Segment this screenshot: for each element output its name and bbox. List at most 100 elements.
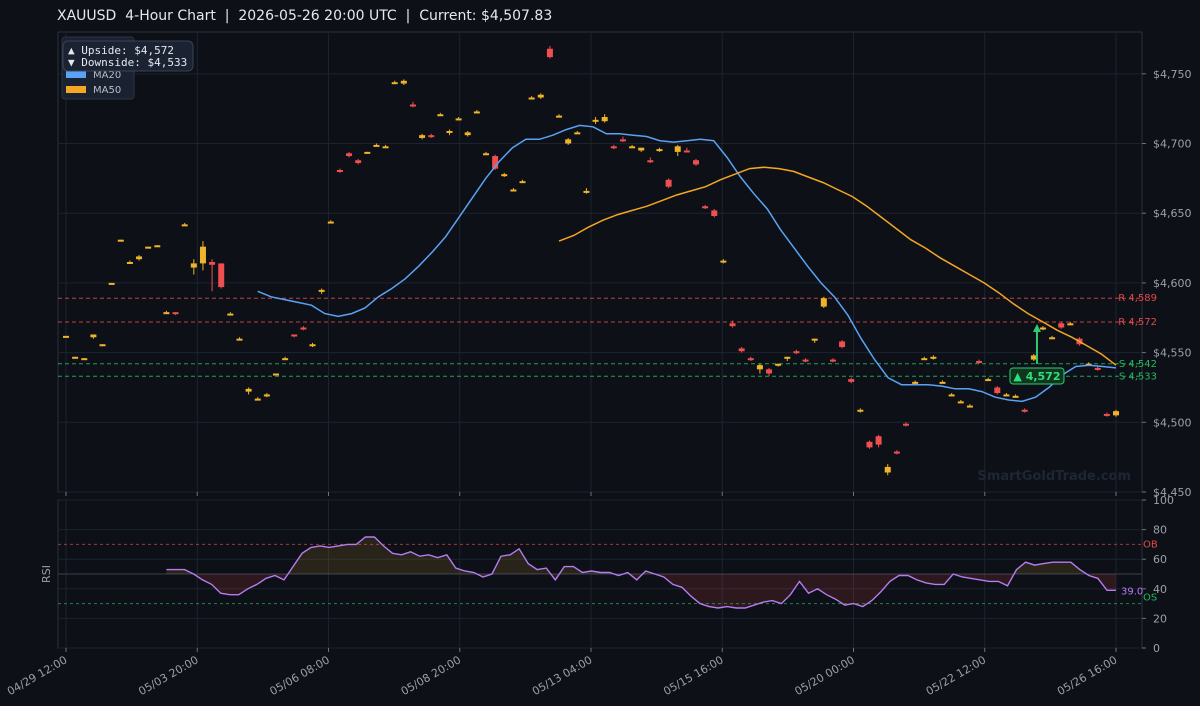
candle-body [966, 405, 973, 408]
ma20-swatch [66, 71, 86, 78]
rsi-axis-label: RSI [40, 565, 53, 583]
candle-body [656, 149, 663, 152]
x-tick-label: 05/13 04:00 [530, 653, 594, 698]
candle-body [629, 146, 636, 149]
candle-body [336, 170, 343, 172]
ma-lines [257, 124, 1117, 403]
candle-body [912, 381, 919, 384]
candle-body [245, 388, 252, 392]
x-tick-label: 05/06 08:00 [268, 653, 332, 698]
candle-body [948, 394, 955, 397]
watermark: SmartGoldTrade.com [977, 469, 1131, 484]
candle-body [136, 256, 143, 260]
ma50-legend-label: MA50 [93, 85, 121, 96]
candle-body [784, 356, 791, 359]
candle-body [126, 262, 133, 264]
candle-body [209, 262, 216, 265]
candle-body [1021, 409, 1028, 412]
rsi-fill-above [166, 537, 1116, 574]
candle-body [729, 323, 736, 327]
price-panel [57, 31, 1143, 493]
candle-body [455, 118, 462, 121]
candle-body [1030, 355, 1037, 360]
ma50-line [558, 166, 1117, 366]
candle-body [1113, 411, 1119, 416]
level-label: R 4,572 [1118, 317, 1157, 328]
candle-body [163, 312, 170, 315]
candle-body [72, 356, 79, 359]
x-tick-label: 05/26 16:00 [1055, 653, 1119, 698]
level-label: S 4,542 [1119, 359, 1157, 370]
candle-body [291, 334, 298, 337]
candle-body [665, 179, 672, 187]
ma50-swatch [66, 86, 86, 93]
candle-body [793, 351, 800, 354]
candle-body [419, 135, 426, 138]
downside-label: ▼ Downside: $4,533 [68, 56, 187, 69]
candle-body [1039, 327, 1046, 330]
candle-body [400, 80, 407, 84]
level-label: S 4,533 [1119, 371, 1157, 382]
candle-body [839, 341, 846, 348]
candle-body [218, 263, 225, 288]
candle-body [236, 338, 243, 341]
candle-body [994, 387, 1001, 394]
upside-label: ▲ Upside: $4,572 [68, 44, 174, 57]
candle-body [921, 358, 928, 361]
candle-body [382, 146, 389, 149]
candle-body [766, 369, 773, 374]
rsi-tick-label: 0 [1153, 642, 1160, 655]
annotations: ▲ 4,572 [1009, 323, 1065, 385]
candle-body [501, 174, 508, 177]
candle-body [90, 334, 97, 338]
rsi-ob-label: OB [1143, 539, 1158, 550]
candle-body [893, 451, 900, 454]
rsi-tick-label: 60 [1153, 553, 1167, 566]
price-tick-label: $4,550 [1153, 347, 1192, 360]
level-label: R 4,589 [1118, 293, 1157, 304]
candle-body [181, 224, 188, 227]
x-tick-label: 04/29 12:00 [5, 653, 69, 698]
x-tick-label: 05/15 16:00 [661, 653, 725, 698]
rsi-fill-below [166, 574, 1116, 608]
target-arrow-head [1032, 323, 1041, 332]
price-tick-label: $4,600 [1153, 277, 1192, 290]
candle-body [63, 335, 69, 338]
candle-body [720, 260, 727, 263]
rsi-line [166, 536, 1116, 609]
candle-body [747, 358, 754, 361]
candle-body [674, 146, 681, 152]
candle-body [1058, 323, 1065, 328]
candle-body [875, 436, 882, 445]
candle-body [199, 246, 206, 264]
target-badge [1009, 367, 1065, 385]
rsi-tick-label: 80 [1153, 524, 1167, 537]
x-tick-label: 05/20 00:00 [793, 653, 857, 698]
rsi-tick-label: 100 [1153, 494, 1174, 507]
candle-body [528, 97, 535, 100]
candle-body [939, 381, 946, 384]
candle-body [519, 181, 526, 184]
candle-body [857, 409, 864, 412]
candle-body [601, 117, 608, 122]
candle-body [738, 348, 745, 352]
rsi-last-label: 39.0 [1121, 586, 1143, 597]
candle-body [364, 151, 371, 154]
candle-body [693, 160, 699, 165]
candle-body [282, 358, 289, 361]
candle-body [903, 423, 909, 426]
candle-body [556, 115, 563, 118]
candle-body [263, 394, 270, 397]
candle-body [99, 344, 106, 347]
candle-body [829, 359, 836, 362]
candle-body [565, 139, 572, 144]
candle-body [957, 401, 964, 404]
x-tick-label: 05/22 12:00 [924, 653, 988, 698]
candle-body [574, 132, 581, 135]
rsi-os-label: OS [1143, 593, 1157, 604]
candle-body [610, 146, 617, 149]
candle-body [300, 327, 307, 330]
candle-body [172, 312, 179, 315]
